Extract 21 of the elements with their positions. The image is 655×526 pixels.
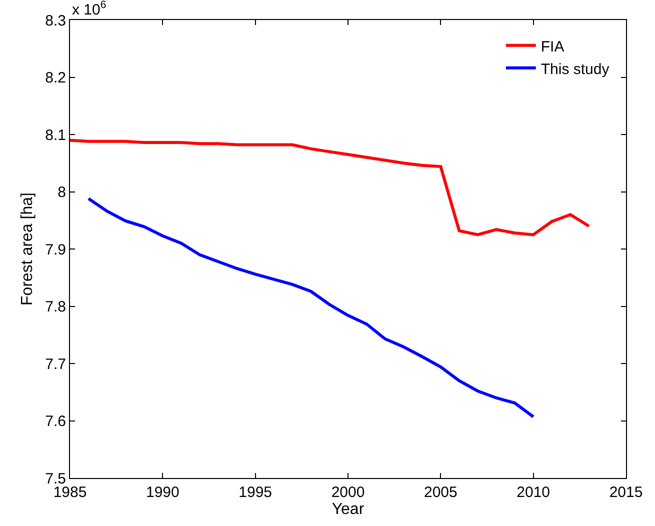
y-tick-label: 8.2 (45, 70, 66, 86)
y-tick-label: 7.9 (45, 241, 66, 258)
x-tick-label: 2015 (609, 484, 643, 501)
x-tick-label: 2005 (424, 484, 458, 501)
y-tick-label: 7.6 (45, 413, 66, 430)
x-axis-title: Year (332, 501, 365, 518)
y-tick-label: 8.1 (45, 126, 66, 144)
y-tick-label: 8.3 (45, 12, 66, 30)
line-series (87, 197, 535, 418)
x-tick-label: 2010 (516, 484, 550, 501)
x-tick-label: 1990 (146, 484, 180, 501)
text: x 10$^{6}$ (72, 0, 106, 18)
y-tick-label: 7.7 (45, 356, 66, 373)
legend-label: FIA (540, 38, 564, 56)
y-axis-title: Forest area [ha] (19, 192, 36, 306)
y-tick-label: 7.8 (45, 298, 66, 316)
line-series (70, 138, 590, 236)
legend-label: This study (540, 60, 610, 78)
x-tick-label: 2000 (331, 484, 365, 501)
x-tick-label: 1995 (238, 484, 272, 501)
y-tick-label: 8 (58, 184, 66, 201)
